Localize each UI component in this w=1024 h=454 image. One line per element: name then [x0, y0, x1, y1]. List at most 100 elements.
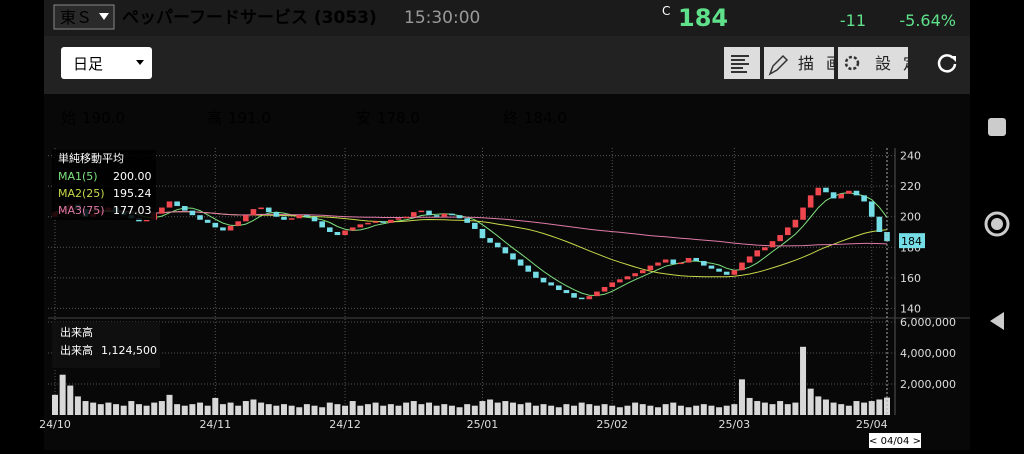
volume-bar: [586, 404, 593, 415]
candle-body: [166, 201, 173, 208]
volume-bar: [693, 405, 700, 415]
candle-body: [510, 253, 516, 260]
candle-body: [846, 190, 852, 194]
home-dot: [991, 218, 1003, 230]
volume-bar: [792, 402, 799, 415]
volume-bar: [830, 402, 837, 415]
candle-body: [571, 293, 577, 298]
ohlc-label: 安: [356, 109, 371, 127]
candle-body: [823, 187, 829, 193]
candle-body: [296, 215, 303, 219]
candle-body: [609, 282, 616, 287]
volume-bar: [700, 404, 707, 415]
candle-body: [410, 212, 417, 217]
volume-bar: [593, 405, 600, 415]
y-tick-label: 2,000,000: [900, 378, 956, 391]
ohlc-label: 始: [61, 109, 76, 127]
volume-bar: [265, 404, 272, 415]
candle-body: [792, 219, 799, 228]
volume-bar: [639, 404, 646, 415]
refresh-arrow: [950, 56, 956, 62]
volume-bar: [861, 402, 868, 415]
volume-bar: [815, 396, 822, 415]
candle-body: [174, 201, 180, 207]
candle-body: [472, 222, 478, 229]
candle-body: [502, 247, 509, 254]
volume-bar: [548, 405, 555, 415]
candle-body: [449, 213, 455, 216]
candle-body: [624, 276, 631, 280]
volume-bar: [708, 405, 715, 415]
period-select[interactable]: [61, 47, 152, 79]
volume-bar: [158, 401, 165, 415]
chart-area: [44, 94, 970, 450]
price-flag: C: [662, 4, 670, 18]
candle-body: [647, 265, 654, 271]
candle-body: [655, 262, 661, 266]
volume-bar: [151, 402, 158, 415]
ohlc-value: 190.0: [82, 109, 125, 127]
candle-body: [288, 218, 295, 220]
y-tick-label: 6,000,000: [900, 316, 956, 329]
volume-bar: [135, 404, 142, 415]
candle-body: [876, 216, 883, 232]
volume-bar: [90, 402, 97, 415]
candle-body: [243, 215, 249, 222]
volume-bar: [334, 404, 341, 415]
candle-body: [403, 216, 409, 219]
volume-bar: [426, 402, 433, 415]
candle-body: [357, 224, 364, 228]
volume-bar: [555, 407, 562, 415]
y-tick-label: 220: [900, 180, 921, 193]
candle-body: [746, 256, 753, 263]
legend-value: 200.00: [113, 170, 152, 183]
draw-label: 描画: [798, 54, 854, 73]
x-tick-label: 24/11: [199, 418, 231, 431]
volume-bar: [487, 399, 494, 415]
volume-bar: [189, 404, 196, 415]
candle-body: [815, 187, 822, 196]
icon: [768, 54, 789, 76]
volume-bar: [746, 397, 753, 415]
candle-body: [578, 297, 585, 300]
candle-body: [784, 227, 791, 236]
back-button[interactable]: [990, 312, 1004, 330]
x-tick-label: 24/12: [329, 418, 361, 431]
volume-last: 1,124,500: [101, 344, 157, 357]
candle-body: [754, 250, 761, 257]
volume-bar: [120, 405, 127, 415]
volume-title: 出来高: [60, 325, 93, 339]
home-button[interactable]: [984, 211, 1010, 237]
candle-body: [464, 218, 470, 223]
volume-bar: [288, 405, 295, 415]
volume-bar: [342, 405, 349, 415]
recent-button[interactable]: [988, 118, 1006, 136]
candle-body: [326, 227, 333, 232]
volume-bar: [97, 404, 104, 415]
candle-body: [197, 215, 203, 220]
volume-bar: [296, 407, 303, 415]
volume-bar: [59, 374, 66, 415]
candle-body: [265, 207, 272, 213]
volume-bar: [258, 402, 265, 415]
volume-bar: [601, 404, 608, 415]
settings-button[interactable]: [838, 47, 908, 79]
candle-body: [632, 273, 638, 277]
volume-bar: [181, 405, 188, 415]
volume-bar: [723, 405, 730, 415]
legend-name: MA1(5): [58, 170, 98, 183]
volume-bar: [761, 402, 768, 415]
volume-bar: [174, 404, 181, 415]
volume-bar: [777, 401, 784, 415]
volume-bar: [807, 388, 814, 415]
volume-bar: [166, 394, 173, 415]
change-pct: -5.64%: [899, 11, 956, 30]
volume-bar: [456, 407, 463, 415]
candle-body: [830, 192, 837, 199]
candle-body: [342, 230, 348, 236]
candle-body: [456, 215, 463, 219]
refresh-icon[interactable]: [937, 54, 957, 73]
volume-bar: [357, 405, 364, 415]
volume-bar: [74, 396, 81, 415]
